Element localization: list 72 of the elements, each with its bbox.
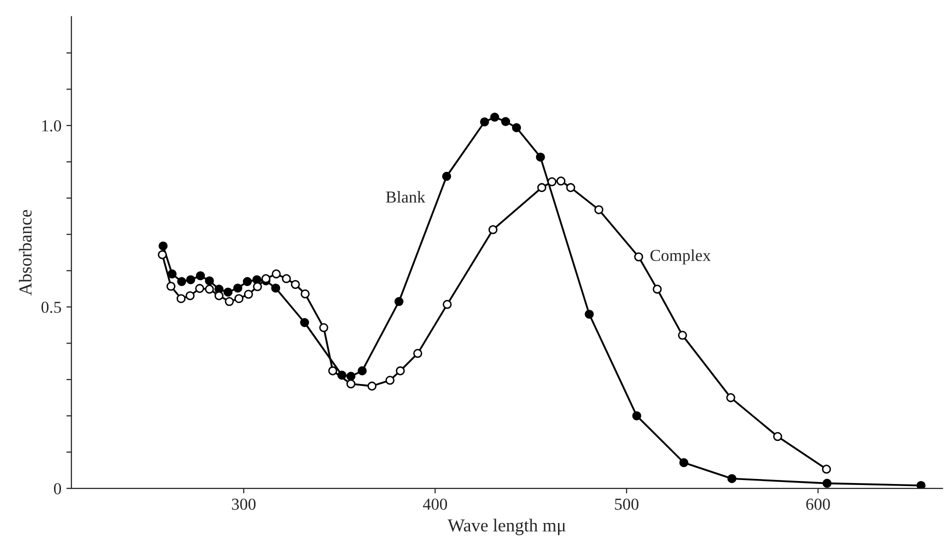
- x-tick-label: 500: [615, 498, 638, 510]
- point: [224, 297, 234, 306]
- x-tick-label: 300: [232, 498, 256, 510]
- point: [214, 291, 224, 300]
- point: [547, 177, 556, 186]
- point: [358, 366, 367, 376]
- point: [727, 474, 736, 484]
- point: [186, 291, 195, 300]
- point: [442, 300, 452, 309]
- point: [634, 252, 644, 262]
- point: [501, 117, 510, 126]
- point: [242, 277, 252, 286]
- point: [186, 275, 196, 284]
- point: [394, 297, 404, 306]
- point: [204, 276, 214, 286]
- point: [822, 478, 832, 488]
- point: [652, 284, 662, 294]
- point: [594, 205, 604, 214]
- point: [442, 172, 452, 181]
- point: [244, 290, 253, 299]
- y-tick-label: 0.5: [41, 302, 62, 313]
- point: [300, 318, 310, 328]
- point: [679, 458, 688, 468]
- point: [319, 323, 328, 332]
- point: [396, 366, 405, 376]
- point: [512, 123, 522, 132]
- series-label: Complex: [650, 249, 711, 264]
- point: [168, 269, 177, 278]
- point: [556, 176, 566, 186]
- point: [328, 366, 338, 376]
- point: [385, 376, 394, 385]
- point: [166, 282, 176, 291]
- point: [158, 250, 167, 260]
- x-axis-title: Wave length mμ: [448, 518, 566, 536]
- point: [290, 280, 300, 289]
- point: [346, 379, 356, 388]
- y-tick-label: 1.0: [42, 120, 62, 132]
- point: [177, 277, 186, 286]
- y-axis-title: Absorbance: [18, 210, 32, 296]
- point: [822, 464, 831, 474]
- point: [632, 411, 642, 420]
- point: [678, 330, 688, 340]
- point: [272, 269, 281, 278]
- point: [916, 480, 926, 488]
- x-tick-label: 400: [422, 498, 448, 510]
- point: [271, 284, 280, 293]
- point: [233, 284, 242, 293]
- point: [536, 152, 545, 162]
- point: [300, 289, 310, 298]
- y-tick-label: 0: [54, 483, 62, 494]
- point: [726, 393, 736, 402]
- point: [537, 183, 546, 192]
- point: [195, 284, 204, 293]
- point: [252, 282, 262, 292]
- point: [584, 310, 594, 319]
- point: [490, 112, 500, 122]
- point: [346, 372, 356, 381]
- series-label: Blank: [386, 190, 426, 203]
- point: [367, 382, 376, 391]
- point: [282, 274, 291, 284]
- point: [566, 183, 576, 192]
- point: [176, 294, 186, 304]
- point: [413, 348, 422, 358]
- x-tick-label: 600: [806, 498, 830, 510]
- point: [234, 294, 244, 304]
- point: [488, 225, 498, 234]
- point: [196, 271, 205, 280]
- point: [158, 241, 168, 251]
- point: [223, 288, 233, 297]
- point: [480, 117, 490, 126]
- point: [204, 284, 214, 294]
- point: [773, 432, 782, 442]
